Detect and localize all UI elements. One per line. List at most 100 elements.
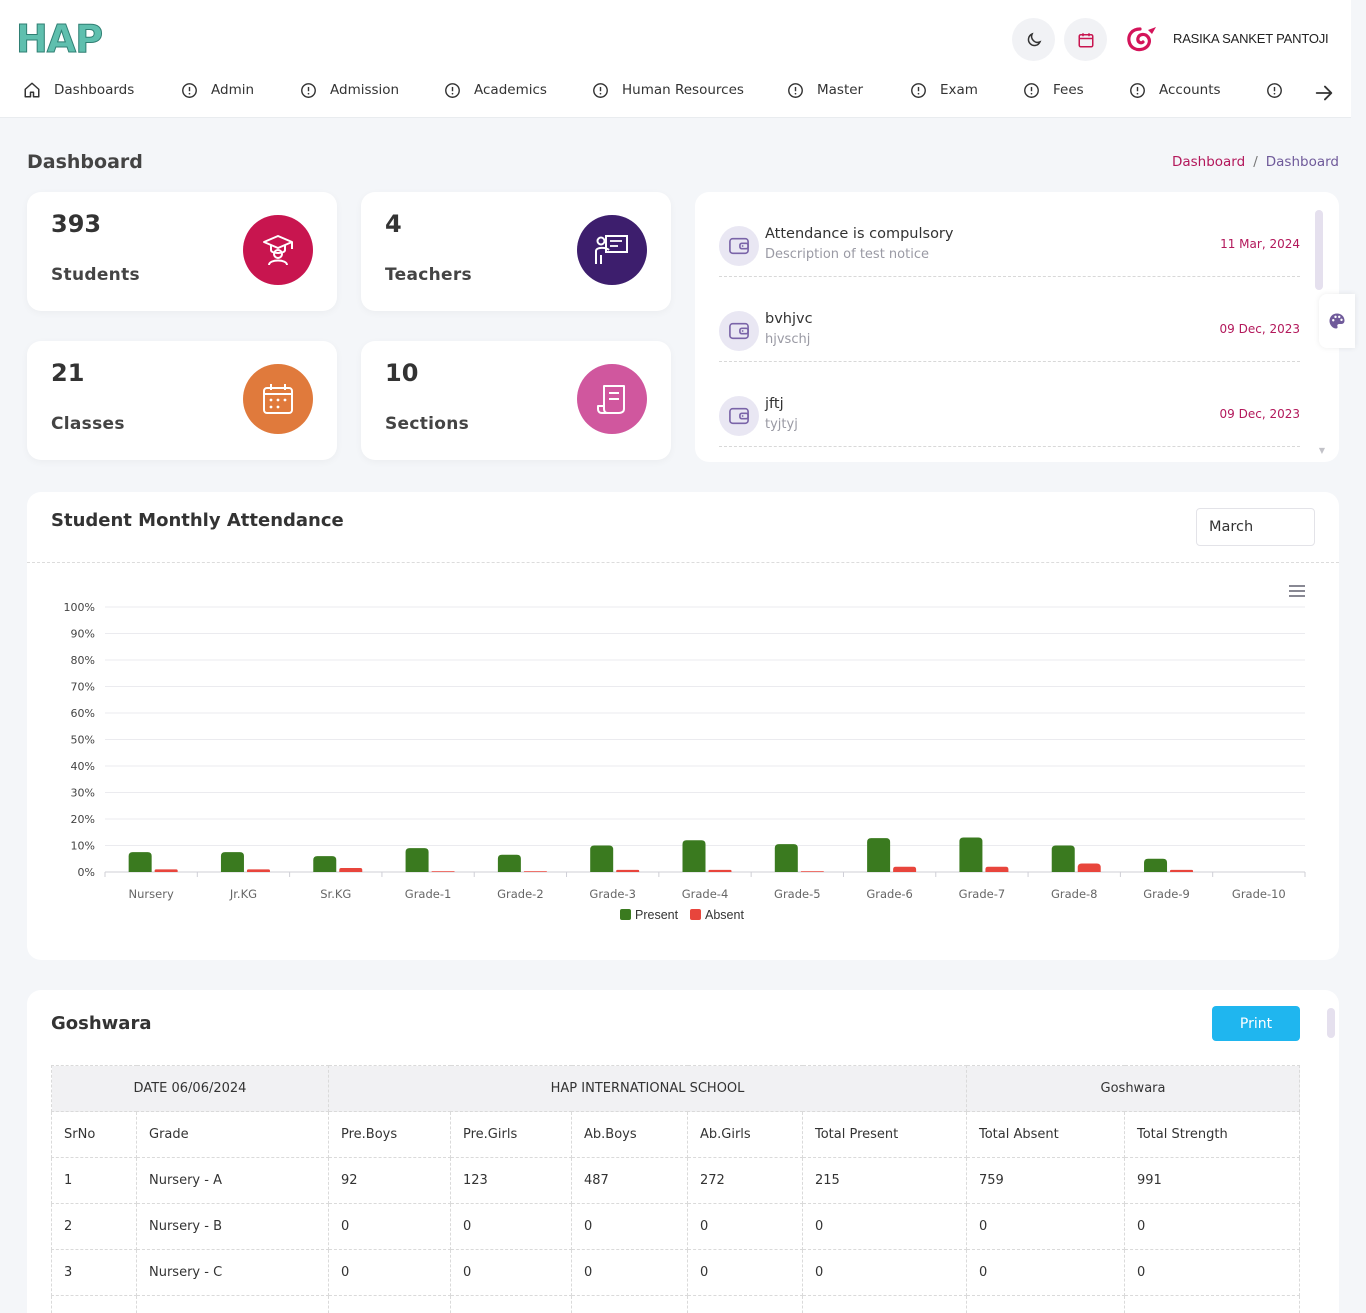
stat-card-teachers[interactable]: 4 Teachers (361, 192, 671, 311)
notice-item[interactable]: bvhjvc hjvschj 09 Dec, 2023 (719, 277, 1300, 362)
school-header: HAP INTERNATIONAL SCHOOL (328, 1065, 967, 1112)
column-header: Total Present (802, 1111, 967, 1158)
nav-item-fees[interactable]: Fees (1022, 81, 1084, 99)
nav-item-exam[interactable]: Exam (909, 81, 978, 99)
nav-item-admission[interactable]: Admission (299, 81, 399, 99)
cell-grade: Nursery - C (136, 1249, 329, 1296)
notice-board: Attendance is compulsory Description of … (695, 192, 1339, 462)
y-tick-label: 0% (78, 866, 95, 879)
nav-item-academics[interactable]: Academics (443, 81, 547, 99)
table-row: 1 Nursery - A 92 123 487 272 215 759 991 (51, 1157, 1300, 1204)
bar-absent (154, 869, 178, 872)
column-header: Ab.Boys (571, 1111, 688, 1158)
stat-label: Sections (385, 414, 470, 434)
nav-scroll-right-arrow-icon[interactable] (1313, 82, 1335, 104)
cell-srno: 3 (51, 1249, 137, 1296)
nav-item-dashboards[interactable]: Dashboards (23, 81, 134, 99)
x-tick-label: Nursery (129, 887, 174, 901)
cell-total-strength: 0 (1124, 1203, 1300, 1250)
y-tick-label: 30% (71, 787, 95, 800)
cell-ab-boys: 487 (571, 1157, 688, 1204)
date-header: DATE 06/06/2024 (51, 1065, 329, 1112)
y-tick-label: 90% (71, 628, 95, 641)
notice-item[interactable]: jftj tyjtyj 09 Dec, 2023 (719, 362, 1300, 447)
cell-total-absent: 0 (966, 1203, 1125, 1250)
info-circle-icon (591, 81, 609, 99)
notice-title: bvhjvc (765, 311, 813, 327)
wallet-icon (719, 226, 759, 266)
wallet-icon (719, 311, 759, 351)
cell-grade: Nursery - B (136, 1203, 329, 1250)
nav-item-more[interactable] (1265, 81, 1296, 99)
cell-pre-boys: 0 (328, 1203, 451, 1250)
goshwara-card: Goshwara Print DATE 06/06/2024 HAP INTER… (27, 990, 1339, 1313)
stat-card-classes[interactable]: 21 Classes (27, 341, 337, 460)
x-tick-label: Grade-8 (1051, 887, 1098, 901)
goshwara-table: DATE 06/06/2024 HAP INTERNATIONAL SCHOOL… (51, 1065, 1300, 1313)
y-tick-label: 50% (71, 734, 95, 747)
notice-scrollbar[interactable] (1315, 210, 1323, 290)
bar-absent (708, 869, 732, 872)
column-header: SrNo (51, 1111, 137, 1158)
theme-customizer-tab[interactable] (1319, 294, 1355, 348)
info-circle-icon (1022, 81, 1040, 99)
calendar-icon (1078, 32, 1093, 47)
table-row: 3 Nursery - C 0 0 0 0 0 0 0 (51, 1249, 1300, 1296)
goshwara-title: Goshwara (51, 1013, 152, 1034)
stat-value: 4 (385, 210, 402, 238)
cell-ab-boys (571, 1295, 688, 1313)
legend-swatch (620, 909, 631, 920)
nav-item-admin[interactable]: Admin (180, 81, 254, 99)
print-button[interactable]: Print (1212, 1006, 1300, 1041)
nav-item-master[interactable]: Master (786, 81, 863, 99)
scroll-icon (577, 364, 647, 434)
chart-menu-icon[interactable] (1289, 585, 1305, 597)
nav-label: Admission (330, 82, 400, 98)
notice-description: Description of test notice (765, 247, 929, 262)
column-header: Ab.Girls (687, 1111, 803, 1158)
column-header: Total Absent (966, 1111, 1125, 1158)
cell-ab-girls (687, 1295, 803, 1313)
cell-total-present: 215 (802, 1157, 967, 1204)
nav-label: Dashboards (54, 82, 135, 98)
nav-label: Accounts (1159, 82, 1221, 98)
cell-ab-girls: 0 (687, 1203, 803, 1250)
column-header: Total Strength (1124, 1111, 1300, 1158)
cell-total-strength: 0 (1124, 1249, 1300, 1296)
bar-present (959, 837, 983, 872)
bar-absent (800, 871, 824, 872)
chart-title: Student Monthly Attendance (51, 510, 344, 531)
cell-total-absent: 0 (966, 1249, 1125, 1296)
notice-item[interactable]: Attendance is compulsory Description of … (719, 192, 1300, 277)
user-name[interactable]: RASIKA SANKET PANTOJI (1173, 31, 1329, 46)
dark-mode-toggle[interactable] (1012, 18, 1055, 61)
breadcrumb-link[interactable]: Dashboard (1171, 154, 1246, 170)
cell-pre-boys: 92 (328, 1157, 451, 1204)
nav-label: Human Resources (622, 82, 744, 98)
table-group-header: DATE 06/06/2024 HAP INTERNATIONAL SCHOOL… (51, 1065, 1300, 1112)
cell-srno (51, 1295, 137, 1313)
legend-label: Absent (705, 908, 744, 922)
nav-item-accounts[interactable]: Accounts (1128, 81, 1221, 99)
month-select[interactable]: March (1196, 508, 1315, 546)
info-circle-icon (299, 81, 317, 99)
breadcrumb-current: Dashboard (1265, 154, 1339, 170)
stat-card-sections[interactable]: 10 Sections (361, 341, 671, 460)
cell-total-absent (966, 1295, 1125, 1313)
goshwara-scrollbar[interactable] (1327, 1008, 1335, 1038)
school-logo-icon[interactable] (1126, 25, 1158, 53)
app-logo[interactable]: HAP (15, 17, 103, 61)
x-tick-label: Grade-1 (405, 887, 452, 901)
scroll-down-icon[interactable]: ▼ (1318, 446, 1325, 455)
calendar-button[interactable] (1064, 18, 1107, 61)
stat-value: 393 (51, 210, 102, 238)
info-circle-icon (1128, 81, 1146, 99)
x-tick-label: Sr.KG (320, 887, 351, 901)
cell-total-strength: 991 (1124, 1157, 1300, 1204)
nav-item-human-resources[interactable]: Human Resources (591, 81, 744, 99)
bar-present (590, 845, 614, 872)
column-header: Grade (136, 1111, 329, 1158)
stat-card-students[interactable]: 393 Students (27, 192, 337, 311)
moon-icon (1027, 32, 1041, 46)
wallet-icon (719, 396, 759, 436)
